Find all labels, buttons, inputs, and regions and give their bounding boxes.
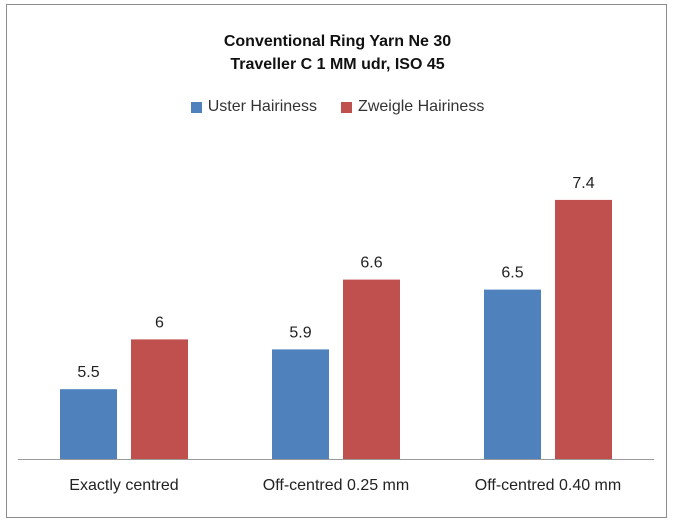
data-label-zweigle-2: 7.4	[572, 175, 594, 192]
x-tick-label-1: Off-centred 0.25 mm	[263, 477, 409, 494]
bar-uster-1	[272, 349, 329, 459]
bar-uster-2	[484, 289, 541, 459]
legend-swatch-zweigle	[341, 101, 353, 113]
bar-zweigle-2	[555, 199, 612, 459]
legend-label-uster: Uster Hairiness	[207, 98, 318, 115]
legend-label-zweigle: Zweigle Hairiness	[358, 98, 485, 115]
chart-legend: Uster Hairiness Zweigle Hairiness	[0, 96, 675, 118]
bar-zweigle-0	[131, 339, 188, 459]
data-label-uster-0: 5.5	[77, 364, 99, 381]
data-label-uster-1: 5.9	[289, 324, 311, 341]
legend-swatch-uster	[190, 101, 202, 113]
bar-zweigle-1	[343, 279, 400, 459]
bar-uster-0	[60, 389, 117, 459]
legend-item-zweigle: Zweigle Hairiness	[341, 98, 484, 116]
chart-title: Conventional Ring Yarn Ne 30	[223, 33, 452, 50]
x-tick-label-2: Off-centred 0.40 mm	[475, 477, 621, 494]
data-label-zweigle-1: 6.6	[360, 255, 382, 272]
chart-subtitle: Traveller C 1 MM udr, ISO 45	[230, 56, 445, 73]
data-label-zweigle-0: 6	[155, 314, 164, 331]
data-label-uster-2: 6.5	[501, 265, 523, 282]
x-tick-label-0: Exactly centred	[69, 477, 178, 494]
legend-item-uster: Uster Hairiness	[190, 98, 318, 116]
